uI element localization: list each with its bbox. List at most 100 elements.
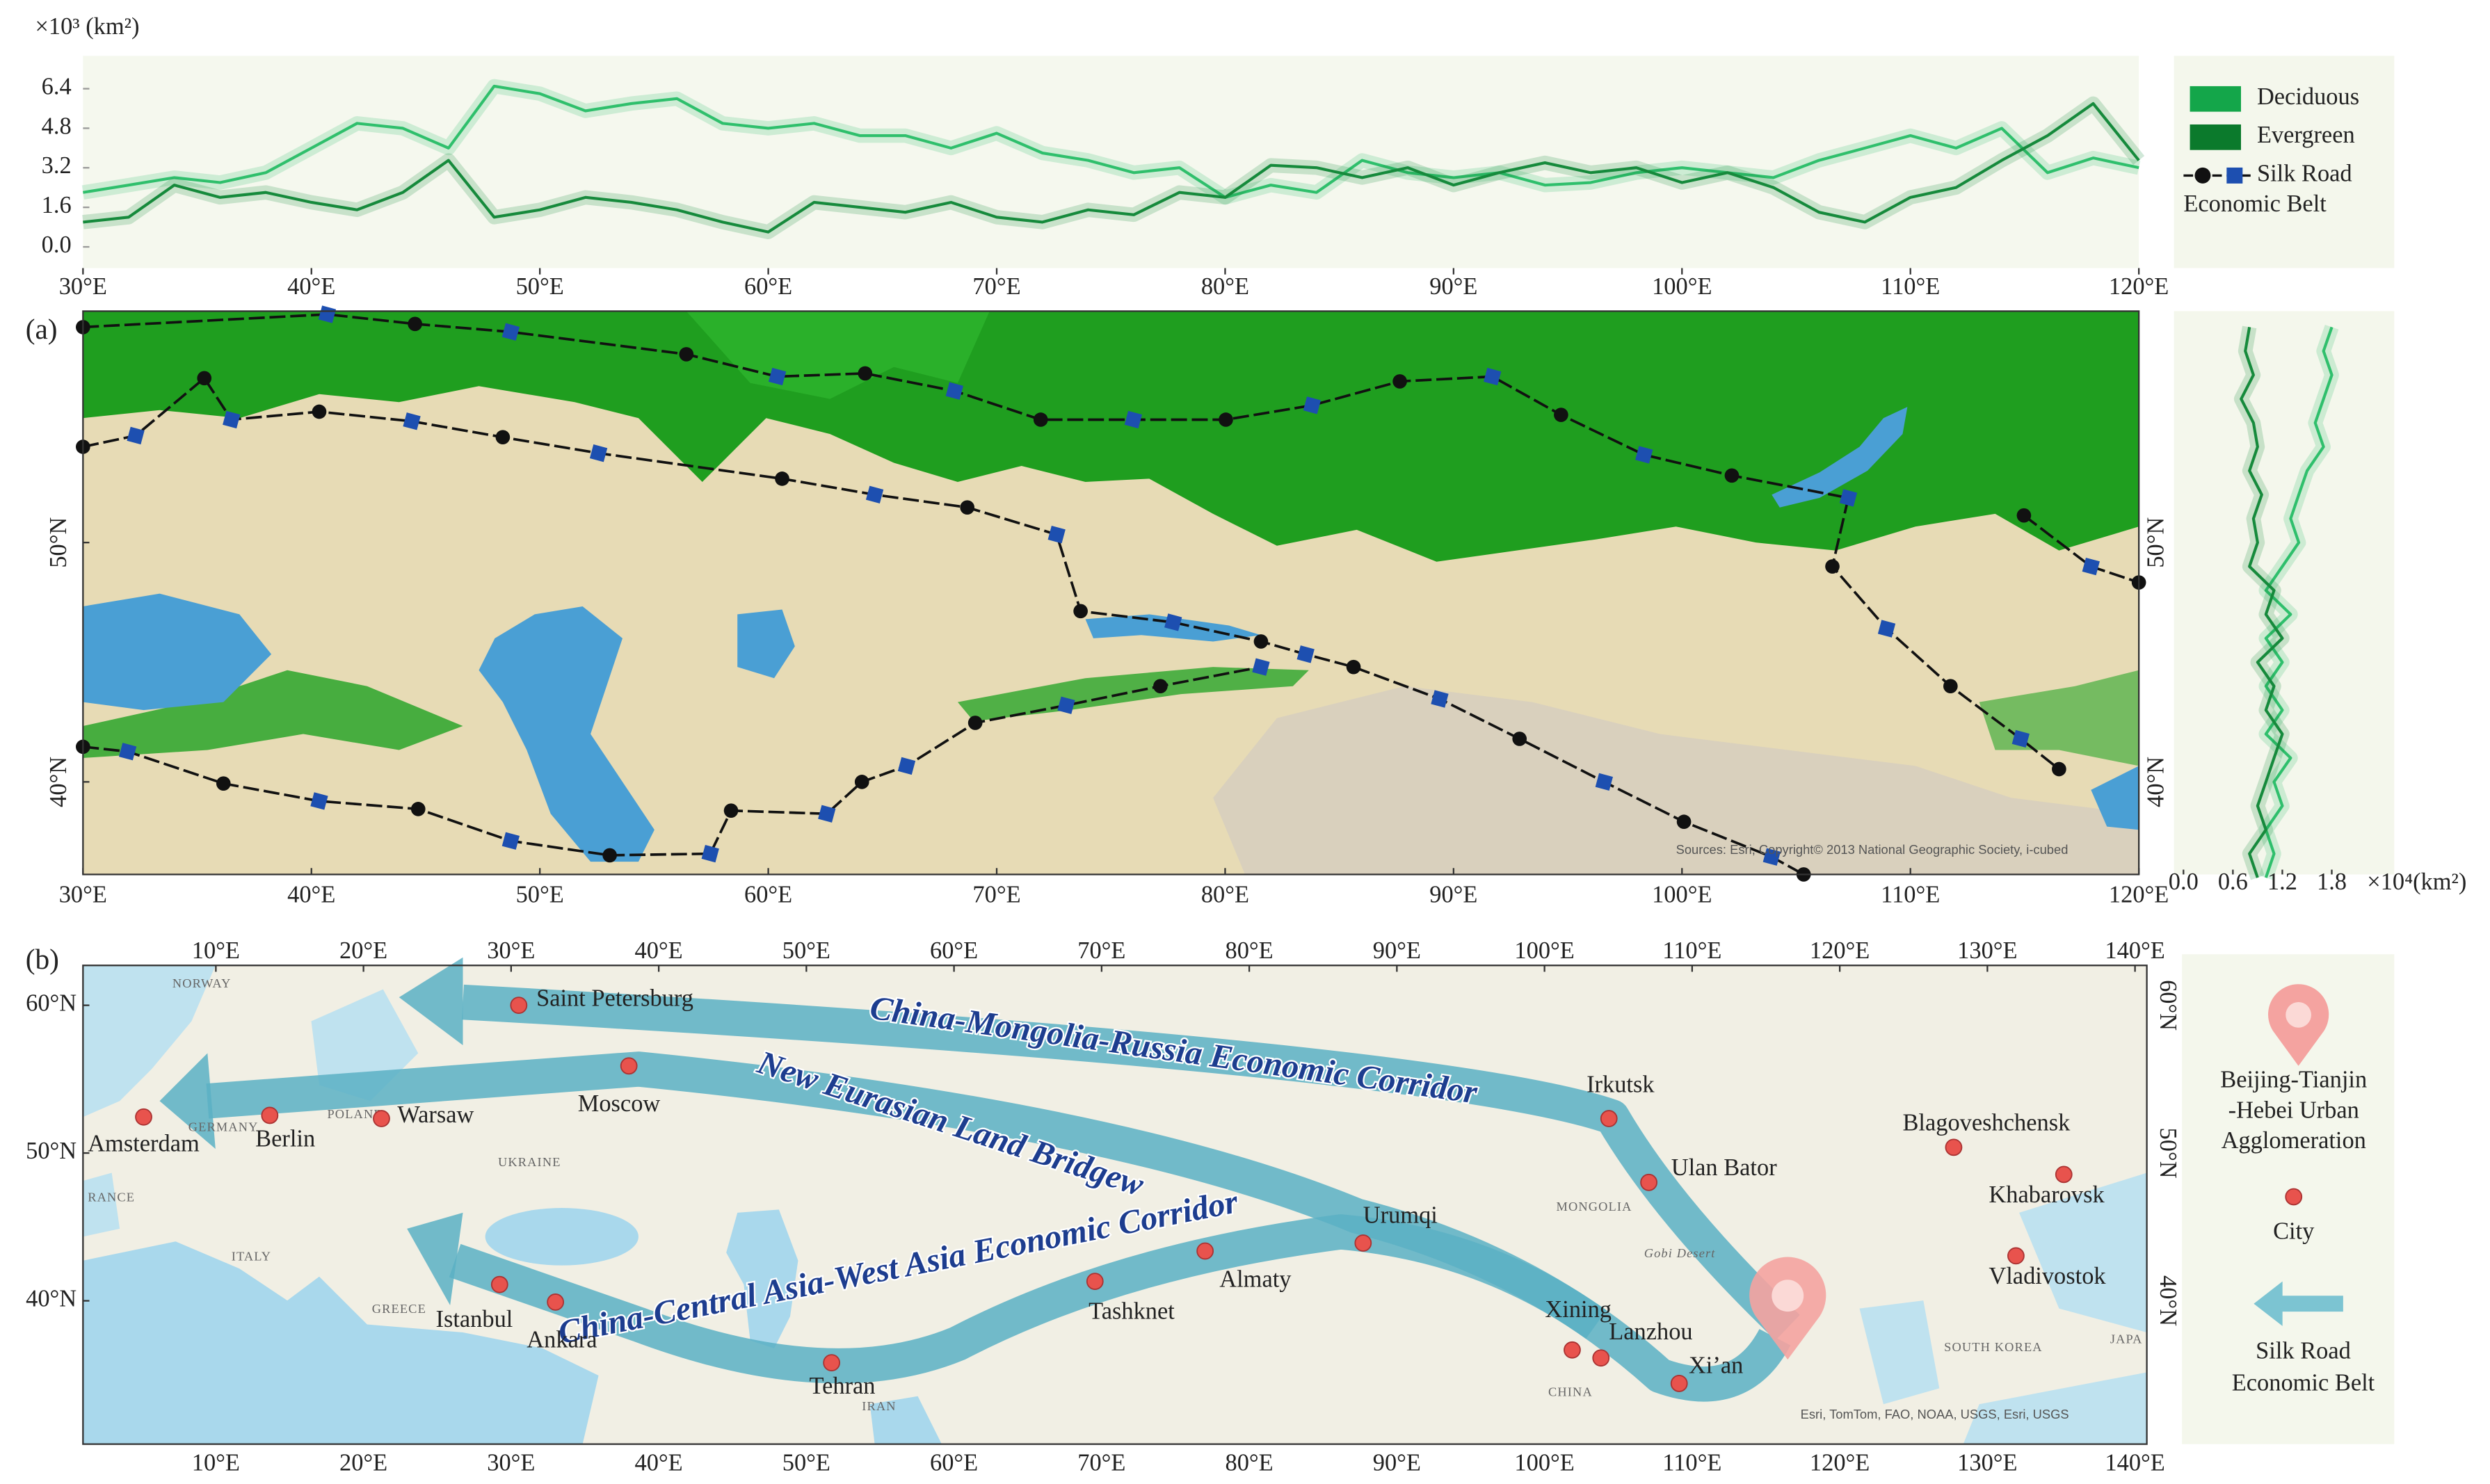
x-tick-label: 40°E <box>287 273 335 300</box>
route-node <box>1392 374 1407 389</box>
right-plot-background <box>2174 311 2395 875</box>
routes <box>76 305 2146 882</box>
route-node <box>1253 634 1269 649</box>
route-node <box>865 485 884 503</box>
legend-label: Deciduous <box>2257 83 2359 110</box>
place-label: NORWAY <box>172 976 232 990</box>
route-node <box>2011 729 2030 748</box>
beijing-pin <box>1749 1257 1826 1360</box>
x-tick-label: 30°E <box>59 881 107 908</box>
route-node <box>775 471 789 486</box>
sea-east <box>2091 766 2139 830</box>
mediterranean <box>83 1241 599 1444</box>
city-label: Tehran <box>810 1373 876 1399</box>
aral-sea <box>737 609 795 679</box>
forest-tianshan <box>957 667 1309 722</box>
route-node <box>197 371 212 386</box>
x-tick-label: 70°E <box>1077 1449 1125 1476</box>
route-node <box>495 430 511 445</box>
x-tick-label: 60°E <box>744 881 792 908</box>
y-tick-label: 3.2 <box>42 152 72 179</box>
city-dot <box>823 1354 841 1371</box>
map-frame <box>82 965 2148 1445</box>
corridor-arrowheads <box>159 957 463 1306</box>
x-tick-label: 50°E <box>516 881 564 908</box>
city-dot <box>547 1293 565 1311</box>
route-node <box>1635 446 1653 464</box>
place-label: UKRAINE <box>498 1155 561 1169</box>
route-node <box>897 757 916 775</box>
route-node <box>967 716 983 730</box>
map-a <box>76 305 2146 882</box>
x-tick-label: 50°E <box>782 937 830 964</box>
route-node <box>1825 559 1840 574</box>
route-node <box>1724 468 1740 483</box>
yellow-sea <box>1859 1300 1940 1405</box>
caspian-sea <box>479 606 654 862</box>
city-dot <box>135 1108 152 1126</box>
place-label: ITALY <box>232 1249 271 1263</box>
x-tick-label: 130°E <box>1957 1449 2017 1476</box>
route-node <box>1762 848 1781 866</box>
route-node <box>1047 526 1066 544</box>
x-tick-label: 80°E <box>1201 273 1249 300</box>
x-tick-label: 60°E <box>744 273 792 300</box>
legend-route-arrowhead <box>2254 1281 2283 1326</box>
route-line <box>83 313 2060 771</box>
city-dot <box>1086 1273 1104 1290</box>
y-tick-label: 0.0 <box>42 232 72 258</box>
city-label: Lanzhou <box>1609 1318 1692 1345</box>
y-tick-label: 40°N <box>26 1285 77 1312</box>
x-tick-label: 40°E <box>635 1449 683 1476</box>
route-node <box>1595 773 1613 791</box>
route-node <box>1153 679 1168 694</box>
place-label: IRAN <box>862 1399 896 1413</box>
pin-center <box>1772 1280 1804 1312</box>
series-line <box>2240 327 2284 878</box>
corridor-south <box>449 1214 1607 1384</box>
route-node <box>1431 690 1449 708</box>
city-label: Urumqi <box>1363 1202 1438 1229</box>
attribution: Sources: Esri, Copyright© 2013 National … <box>1676 842 2069 857</box>
x-tick-label: 50°E <box>782 1449 830 1476</box>
x-tick-label: 60°E <box>930 1449 978 1476</box>
map-frame <box>82 310 2140 876</box>
x-tick-label: 90°E <box>1373 1449 1421 1476</box>
route-node <box>1033 412 1048 427</box>
legend-route-square <box>2226 167 2243 184</box>
city-label: Khabarovsk <box>1989 1181 2105 1208</box>
legend-label: Evergreen <box>2257 122 2355 148</box>
route-node <box>589 444 608 462</box>
panel-label: (a) <box>26 313 58 346</box>
x-tick-label: 30°E <box>487 1449 535 1476</box>
city-dot <box>620 1057 638 1075</box>
city-dot <box>1945 1138 1963 1156</box>
city-dot <box>373 1110 390 1127</box>
legend-label: Beijing-Tianjin <box>2220 1067 2367 1093</box>
x-tick-label: 140°E <box>2105 937 2164 964</box>
route-node <box>723 803 739 818</box>
city-dot <box>1196 1242 1214 1260</box>
route-node <box>1512 732 1527 746</box>
route-node <box>127 426 145 445</box>
legend-label: City <box>2273 1218 2315 1245</box>
x-tick-label: 120°E <box>2109 273 2169 300</box>
route-node <box>960 500 975 515</box>
y-tick-label: 50°N <box>2155 1128 2181 1179</box>
city-label: Xining <box>1545 1296 1612 1323</box>
x-tick-label: 70°E <box>972 881 1020 908</box>
panel-label: (b) <box>26 943 59 976</box>
x-tick-label: 70°E <box>1077 937 1125 964</box>
city-label: Blagoveshchensk <box>1902 1110 2071 1136</box>
city-dot <box>510 997 528 1015</box>
x-tick-label: 80°E <box>1226 937 1274 964</box>
route-node <box>1296 645 1315 663</box>
city-dot <box>1640 1173 1657 1191</box>
map-b-legend-icons <box>2254 984 2343 1326</box>
legend-label: Economic Belt <box>2232 1370 2375 1396</box>
x-tick-label: 50°E <box>516 273 564 300</box>
arrowhead <box>407 1212 463 1306</box>
x-tick-label: 80°E <box>1201 881 1249 908</box>
